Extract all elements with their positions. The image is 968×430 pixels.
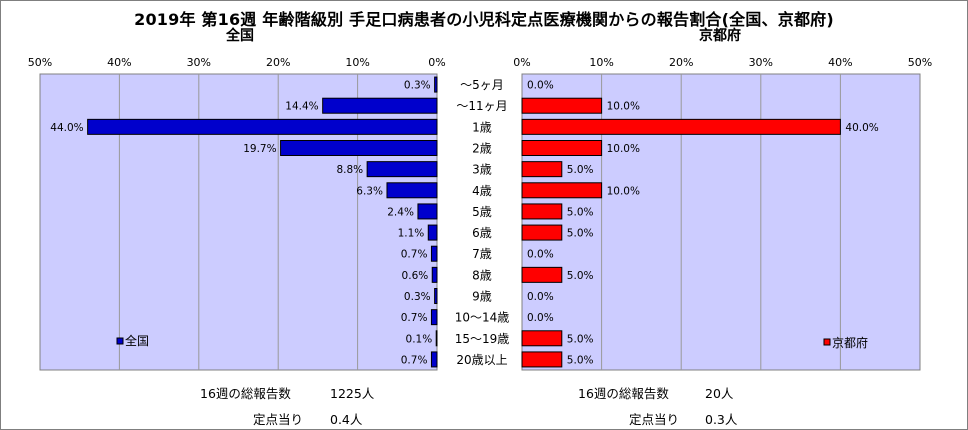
national-bar-value-label: 19.7%: [243, 143, 276, 155]
national-bar-value-label: 0.3%: [404, 80, 431, 92]
national-legend-label: 全国: [125, 333, 149, 348]
national-tick-label: 40%: [107, 56, 131, 69]
national-plot-area: [39, 73, 438, 371]
kyoto-legend-label: 京都府: [832, 335, 868, 350]
national-bar: [386, 182, 438, 199]
national-bar: [87, 118, 438, 135]
national-bar-value-label: 0.7%: [401, 312, 428, 324]
kyoto-legend-swatch: [823, 338, 831, 346]
category-label: 1歳: [472, 120, 492, 134]
kyoto-bar: [521, 351, 563, 368]
national-bar: [427, 224, 438, 241]
kyoto-tick-label: 20%: [669, 56, 693, 69]
national-bar: [430, 245, 438, 262]
national-bar: [434, 288, 438, 304]
kyoto-plot-area: [521, 73, 921, 371]
kyoto-total-label: 16週の総報告数: [578, 386, 669, 401]
category-label: 10〜14歳: [455, 311, 510, 325]
kyoto-tick-label: 0%: [513, 56, 530, 69]
national-bar-value-label: 1.1%: [398, 228, 425, 240]
kyoto-tick-label: 40%: [828, 56, 852, 69]
kyoto-subtitle: 京都府: [699, 28, 741, 44]
national-bar-value-label: 0.7%: [401, 354, 428, 366]
kyoto-bar-value-label: 0.0%: [527, 312, 554, 324]
kyoto-total-value: 20人: [705, 386, 734, 401]
national-bar: [430, 351, 438, 368]
kyoto-bar: [521, 330, 563, 347]
national-bar-value-label: 6.3%: [356, 185, 383, 197]
kyoto-bar: [521, 97, 603, 114]
national-total-label: 16週の総報告数: [200, 386, 291, 401]
national-per-value: 0.4人: [330, 412, 363, 427]
kyoto-bar-value-label: 5.0%: [567, 333, 594, 345]
kyoto-bar-value-label: 5.0%: [567, 354, 594, 366]
kyoto-per-label: 定点当り: [629, 412, 680, 427]
category-label: 8歳: [472, 268, 492, 282]
national-bar: [366, 161, 438, 178]
kyoto-per-value: 0.3人: [705, 412, 738, 427]
kyoto-tick-label: 10%: [589, 56, 613, 69]
kyoto-bar-value-label: 5.0%: [567, 228, 594, 240]
national-bar-value-label: 0.1%: [406, 333, 433, 345]
national-bar-value-label: 44.0%: [50, 122, 83, 134]
chart-title: 2019年 第16週 年齢階級別 手足口病患者の小児科定点医療機関からの報告割合…: [134, 10, 834, 29]
national-legend-swatch: [116, 337, 124, 345]
category-label: 〜5ヶ月: [460, 78, 504, 92]
kyoto-bar: [521, 161, 563, 178]
category-label: 4歳: [472, 184, 492, 198]
kyoto-bar-value-label: 40.0%: [845, 122, 878, 134]
national-per-label: 定点当り: [253, 412, 304, 427]
national-tick-label: 30%: [187, 56, 211, 69]
national-bar: [431, 266, 438, 283]
national-bar-value-label: 0.3%: [404, 291, 431, 303]
kyoto-tick-label: 30%: [749, 56, 773, 69]
category-label: 2歳: [472, 142, 492, 156]
kyoto-bar-value-label: 0.0%: [527, 80, 554, 92]
category-label: 9歳: [472, 290, 492, 304]
national-subtitle: 全国: [226, 28, 254, 44]
kyoto-bar: [521, 140, 603, 156]
kyoto-bar-value-label: 0.0%: [527, 249, 554, 261]
national-bar: [435, 330, 438, 347]
kyoto-bar: [521, 182, 603, 199]
category-label: 15〜19歳: [455, 332, 510, 346]
category-label: 5歳: [472, 205, 492, 219]
national-bar: [280, 140, 438, 156]
kyoto-bar: [521, 224, 563, 241]
national-tick-label: 10%: [345, 56, 369, 69]
national-total-value: 1225人: [330, 386, 375, 401]
kyoto-bar-value-label: 10.0%: [607, 101, 640, 113]
national-bar: [434, 76, 438, 93]
kyoto-bar-value-label: 5.0%: [567, 206, 594, 218]
category-label: 7歳: [472, 247, 492, 261]
kyoto-bar-value-label: 10.0%: [607, 185, 640, 197]
national-bar: [322, 97, 438, 114]
category-label: 6歳: [472, 226, 492, 240]
category-label: 〜11ヶ月: [456, 99, 507, 113]
national-bar-value-label: 0.7%: [401, 249, 428, 261]
kyoto-bar: [521, 266, 563, 283]
kyoto-tick-label: 50%: [908, 56, 932, 69]
kyoto-bar: [521, 118, 841, 135]
national-bar-value-label: 0.6%: [402, 270, 429, 282]
category-label: 3歳: [472, 163, 492, 177]
national-bar-value-label: 14.4%: [285, 101, 318, 113]
national-tick-label: 0%: [428, 56, 445, 69]
national-bar: [417, 203, 438, 220]
kyoto-bar-value-label: 5.0%: [567, 270, 594, 282]
national-bar-value-label: 8.8%: [336, 164, 363, 176]
kyoto-bar-value-label: 0.0%: [527, 291, 554, 303]
kyoto-bar: [521, 203, 563, 220]
national-bar: [430, 309, 438, 326]
national-tick-label: 20%: [266, 56, 290, 69]
category-label: 20歳以上: [456, 353, 507, 367]
national-tick-label: 50%: [28, 56, 52, 69]
kyoto-bar-value-label: 10.0%: [607, 143, 640, 155]
national-bar-value-label: 2.4%: [387, 206, 414, 218]
kyoto-bar-value-label: 5.0%: [567, 164, 594, 176]
